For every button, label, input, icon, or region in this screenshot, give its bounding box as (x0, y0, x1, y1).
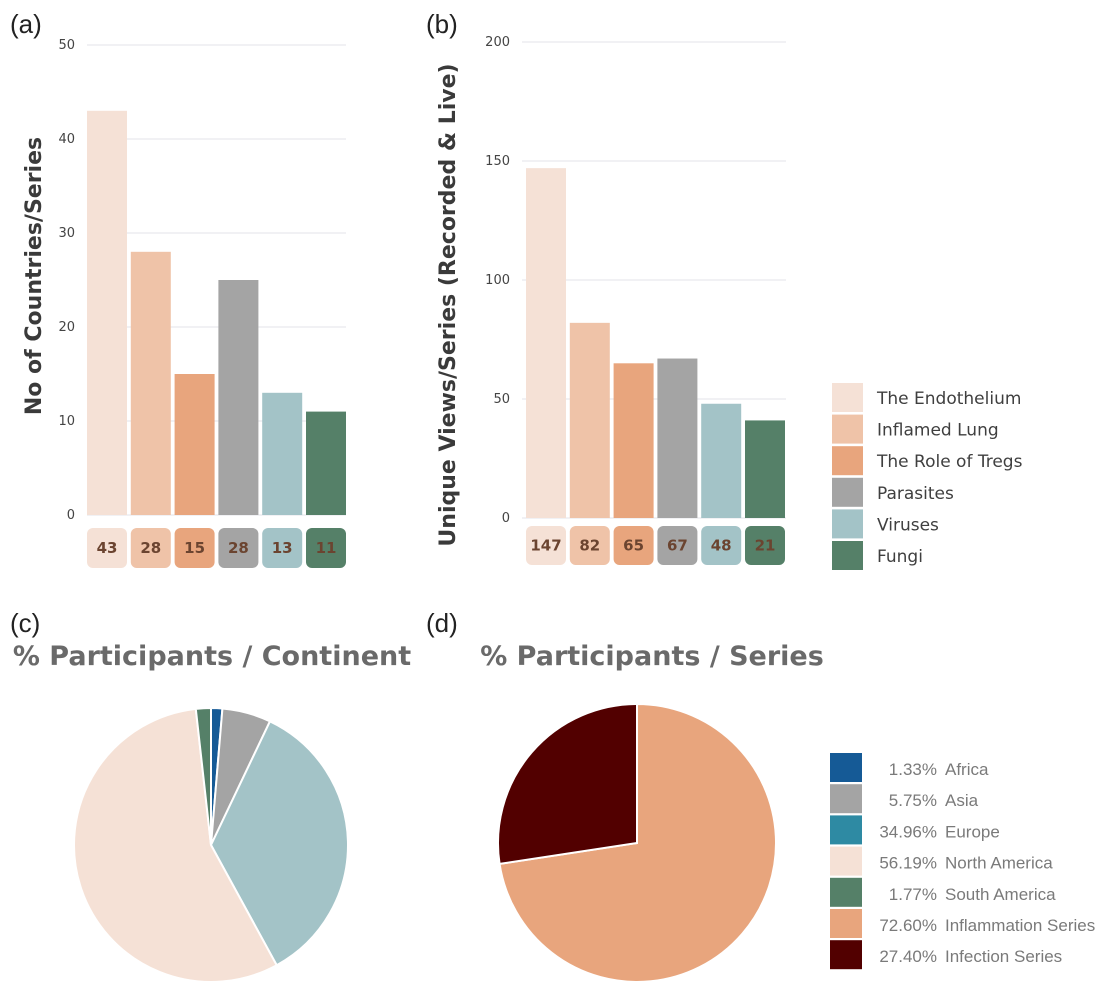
data-label-chip (745, 526, 785, 565)
pie-legend: 1.33% Africa 5.75% Asia 34.96% Europe 56.19% No… (830, 753, 1095, 970)
data-label-chip (218, 528, 259, 568)
pie-legend-percent: 5.75% (889, 791, 937, 810)
data-label-chip (569, 526, 610, 565)
legend-label: Parasites (877, 484, 954, 504)
y-tick-label: 100 (485, 273, 510, 288)
pie-legend-label: Infection Series (945, 947, 1062, 966)
series-legend: The Endothelium Inflamed Lung The Role of … (832, 383, 1023, 570)
bar-inflamed-lung (130, 251, 171, 516)
pie-slice-south-america (194, 706, 212, 846)
bar-parasites (657, 358, 698, 518)
y-tick-label: 30 (58, 226, 75, 241)
legend-swatch (832, 509, 863, 539)
data-label: 13 (272, 539, 293, 557)
bar-the-role-of-tregs (174, 374, 215, 515)
pie-slice-europe (209, 719, 349, 967)
legend-swatch (832, 446, 863, 476)
data-label-chip (613, 526, 654, 565)
bar-inflamed-lung (569, 322, 610, 518)
pie-legend-label: South America (945, 885, 1056, 904)
pie-legend-swatch (830, 784, 862, 814)
y-tick-label: 150 (485, 154, 510, 169)
pie-slice-north-america (73, 707, 279, 983)
chart-a-ylabel: No of Countries/Series (22, 137, 47, 415)
panel-label-b: (b) (426, 9, 458, 39)
data-label-chip (130, 528, 171, 568)
pie-legend-swatch (830, 846, 862, 876)
pie-d-title: % Participants / Series (480, 641, 824, 672)
pie-legend-percent: 1.33% (889, 760, 937, 779)
legend-swatch (832, 541, 863, 570)
legend-label: The Endothelium (876, 389, 1021, 409)
pie-legend-percent: 72.60% (879, 916, 937, 935)
legend-label: The Role of Tregs (876, 452, 1023, 472)
data-label: 11 (316, 539, 337, 557)
panel-label-c: (c) (10, 608, 40, 638)
data-label-chip (657, 526, 698, 565)
y-tick-label: 0 (502, 511, 510, 526)
legend-label: Fungi (877, 547, 923, 567)
pie-legend-percent: 34.96% (879, 822, 937, 841)
y-tick-label: 50 (58, 38, 75, 53)
data-label-chip (701, 526, 742, 565)
pie-legend-label: Inflammation Series (945, 916, 1095, 935)
legend-swatch (832, 383, 863, 412)
bar-parasites (218, 280, 259, 515)
pie-legend-label: Europe (945, 822, 1000, 841)
y-tick-label: 50 (493, 392, 510, 407)
pie-legend-percent: 1.77% (889, 885, 937, 904)
panel-label-a: (a) (10, 9, 42, 39)
legend-swatch (832, 477, 863, 507)
bar-the-endothelium (526, 168, 566, 518)
panel-label-d: (d) (426, 608, 458, 638)
y-tick-label: 0 (67, 508, 75, 523)
bar-chart-countries: 0 10 20 30 40 50 43 28 15 28 13 11 (58, 38, 346, 568)
legend-label: Viruses (877, 515, 939, 535)
pie-chart-continent (73, 706, 349, 983)
pie-legend-swatch (830, 815, 862, 845)
pie-legend-swatch (830, 940, 862, 970)
pie-legend-label: North America (945, 854, 1053, 873)
data-label: 21 (755, 537, 776, 555)
data-label: 65 (623, 537, 644, 555)
legend-label: Inflamed Lung (877, 421, 999, 441)
pie-legend-swatch (830, 753, 862, 782)
data-label: 28 (228, 539, 249, 557)
bar-viruses (262, 392, 303, 515)
data-label: 48 (711, 537, 732, 555)
data-label: 15 (184, 539, 205, 557)
bar-the-endothelium (87, 110, 127, 516)
data-label: 82 (579, 537, 600, 555)
pie-c-title: % Participants / Continent (13, 641, 411, 672)
bar-chart-views: 0 50 100 150 200 147 82 65 67 48 21 (485, 35, 786, 565)
data-label-chip (306, 528, 346, 568)
y-tick-label: 40 (58, 132, 75, 147)
bar-viruses (701, 403, 742, 518)
pie-chart-series (497, 702, 777, 983)
bar-fungi (745, 420, 785, 518)
pie-legend-label: Asia (945, 791, 979, 810)
pie-legend-percent: 56.19% (879, 854, 937, 873)
data-label: 28 (140, 539, 161, 557)
data-label-chip (174, 528, 215, 568)
chart-b-ylabel: Unique Views/Series (Recorded & Live) (436, 63, 461, 546)
y-tick-label: 20 (58, 320, 75, 335)
pie-legend-swatch (830, 877, 862, 907)
data-label: 147 (530, 537, 561, 555)
legend-swatch (832, 414, 863, 444)
pie-legend-label: Africa (945, 760, 989, 779)
pie-legend-percent: 27.40% (879, 947, 937, 966)
y-tick-label: 200 (485, 35, 510, 50)
pie-slice-infection-series (497, 702, 638, 866)
data-label: 43 (97, 539, 118, 557)
data-label-chip (262, 528, 303, 568)
data-label-chip (87, 528, 127, 568)
y-tick-label: 10 (58, 414, 75, 429)
pie-legend-swatch (830, 909, 862, 938)
bar-fungi (306, 411, 346, 515)
bar-the-role-of-tregs (613, 363, 654, 518)
data-label-chip (526, 526, 566, 565)
data-label: 67 (667, 537, 688, 555)
